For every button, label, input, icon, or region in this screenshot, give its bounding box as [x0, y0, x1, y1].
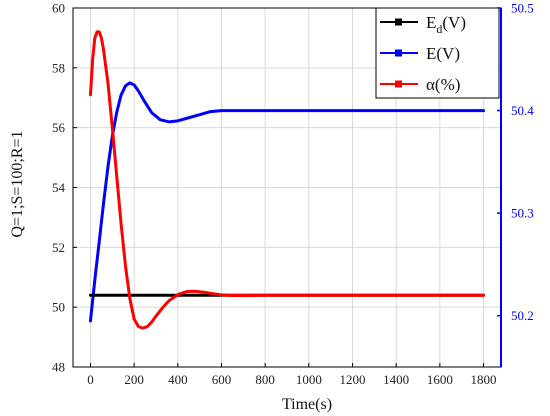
- series-line-2: [88, 30, 486, 330]
- x-tick-label: 1800: [471, 372, 497, 387]
- legend-label: Ed(V): [426, 13, 466, 36]
- legend-label: α(%): [426, 75, 460, 94]
- x-tick-label: 800: [255, 372, 275, 387]
- y-right-tick-label: 50.2: [511, 308, 534, 323]
- x-axis-ticks: 0 200 400 600 800 1000 1200 1400 1600 1800: [87, 363, 497, 387]
- legend: Ed(V) E(V) α(%): [375, 7, 500, 99]
- x-axis-title: Time(s): [282, 396, 332, 413]
- x-tick-label: 600: [212, 372, 232, 387]
- y-left-tick-label: 58: [52, 60, 65, 75]
- y-left-axis-ticks: 48 50 52 54 56 58 60: [52, 1, 77, 375]
- x-tick-label: 1400: [383, 372, 409, 387]
- x-tick-label: 1000: [296, 372, 322, 387]
- y-left-tick-label: 60: [52, 1, 65, 16]
- x-tick-label: 0: [87, 372, 94, 387]
- x-tick-label: 1600: [427, 372, 453, 387]
- y-right-tick-label: 50.4: [511, 103, 534, 118]
- y-left-tick-label: 52: [52, 240, 65, 255]
- y-left-tick-label: 50: [52, 300, 65, 315]
- series-layer: [88, 30, 486, 330]
- y-right-tick-label: 50.3: [511, 206, 534, 221]
- x-tick-label: 400: [168, 372, 188, 387]
- x-tick-label: 1200: [340, 372, 366, 387]
- y-left-axis-title: Q=1;S=100;R=1: [9, 130, 26, 237]
- legend-swatch-marker: [395, 49, 402, 57]
- y-left-tick-label: 48: [52, 360, 65, 375]
- series-line-1: [88, 81, 486, 323]
- y-right-tick-label: 50.5: [511, 1, 534, 16]
- y-right-axis-ticks: 50.2 50.3 50.4 50.5: [497, 1, 534, 323]
- legend-swatch-marker: [395, 80, 402, 88]
- legend-swatch-marker: [395, 18, 402, 26]
- x-tick-label: 200: [124, 372, 144, 387]
- y-left-tick-label: 56: [52, 120, 66, 135]
- legend-label: E(V): [426, 44, 460, 63]
- y-left-tick-label: 54: [52, 180, 66, 195]
